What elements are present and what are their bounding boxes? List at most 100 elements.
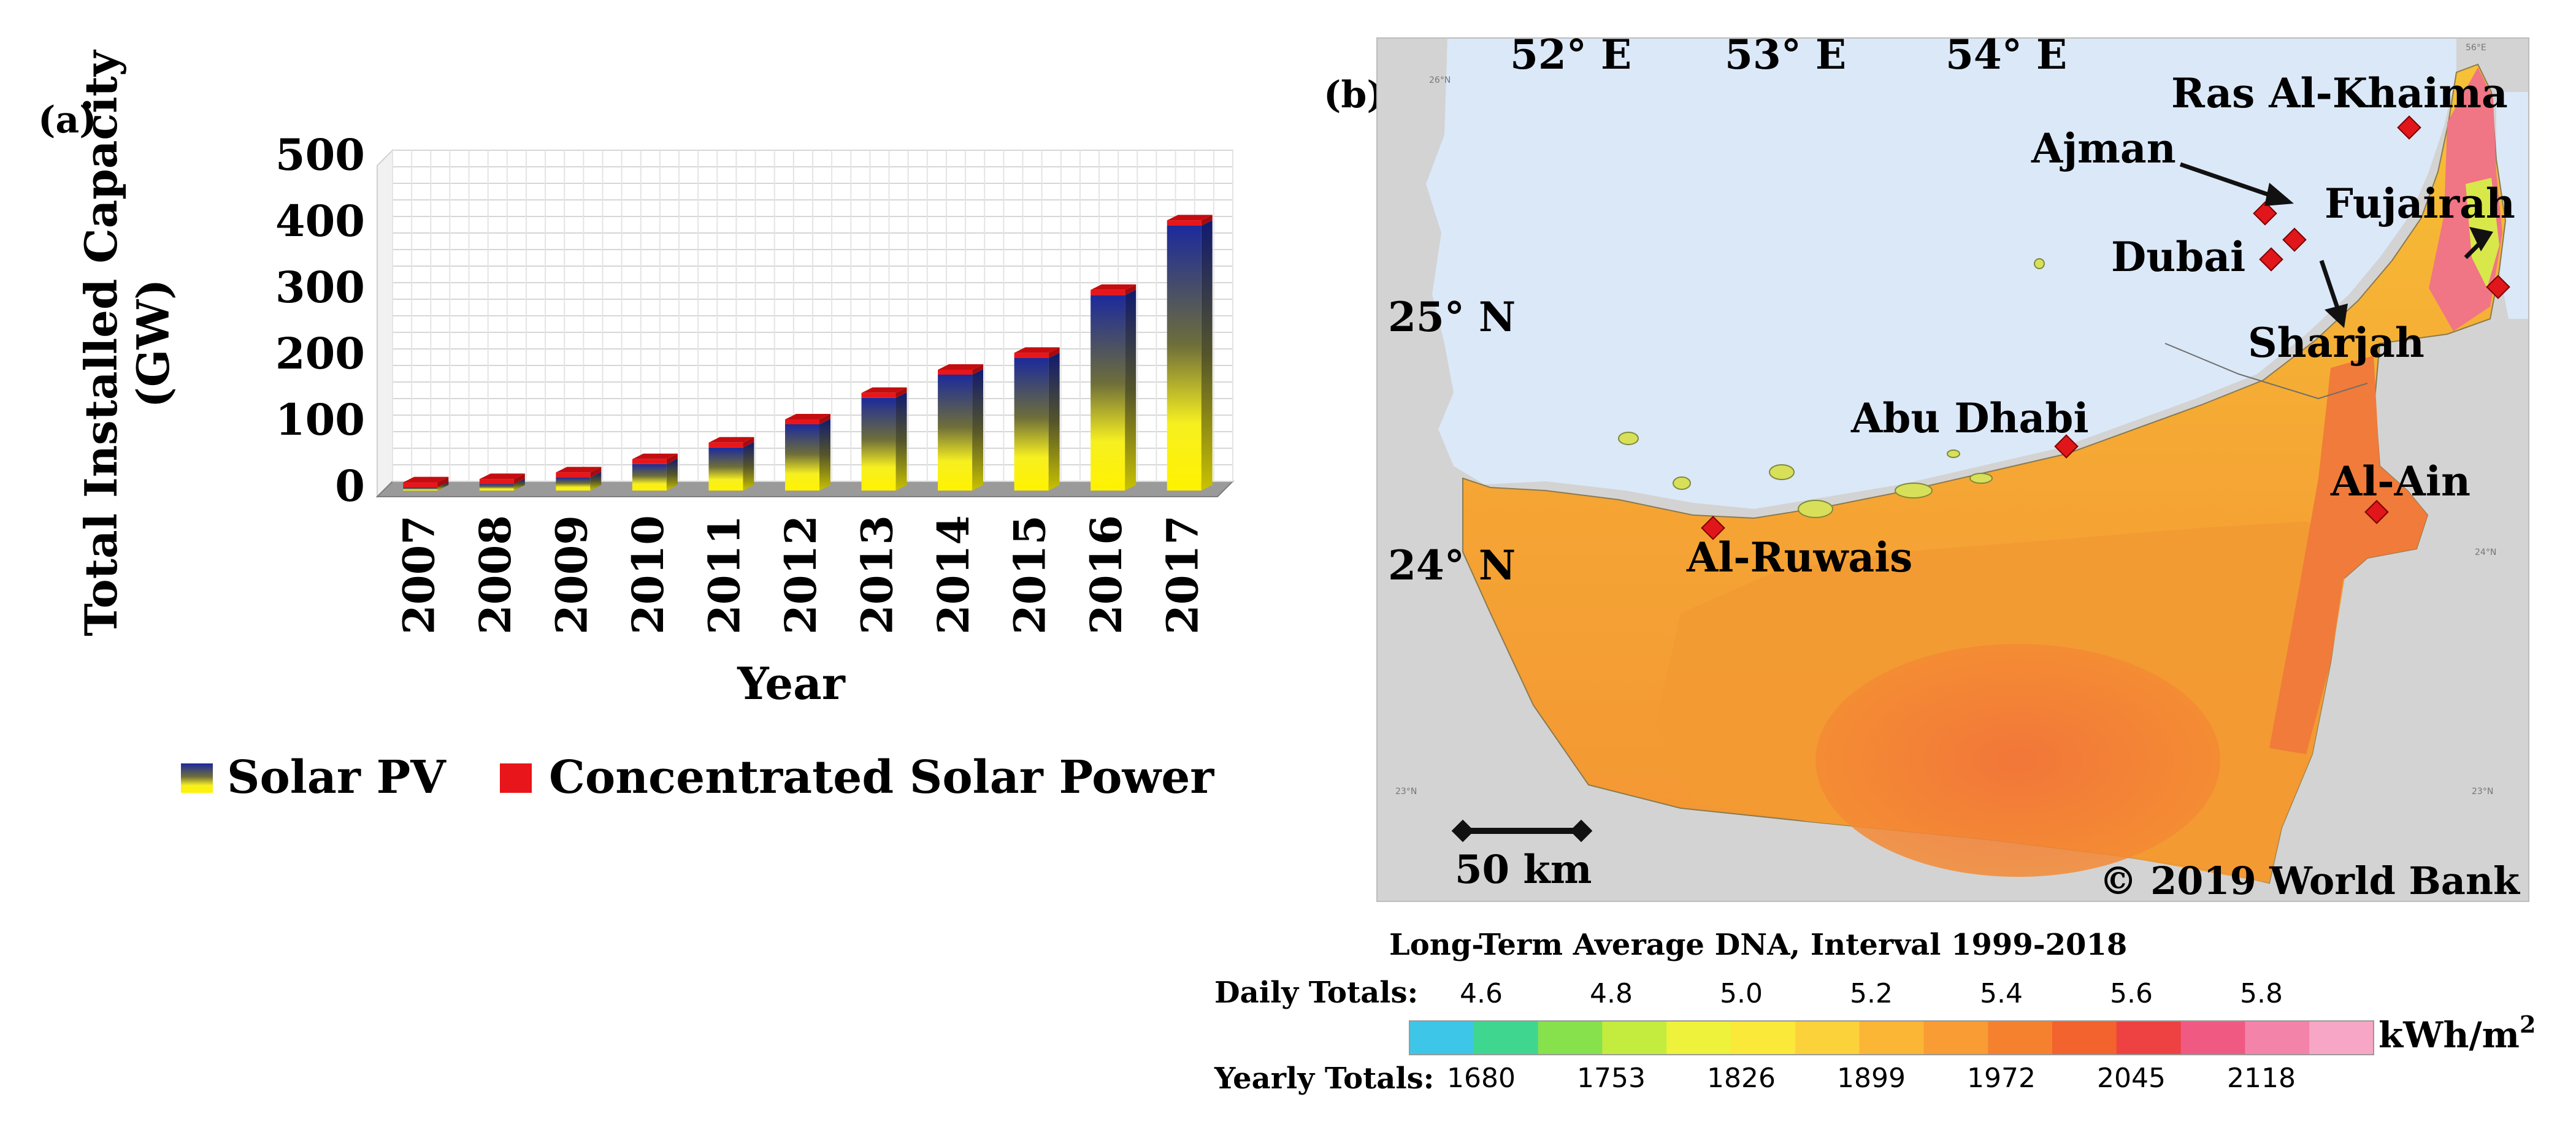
marker-al-ruwais (1701, 516, 1725, 540)
colorbar-cell (1859, 1021, 1925, 1055)
bar-solar-pv (632, 464, 667, 491)
colorbar-daily-tick: 5.8 (2240, 978, 2283, 1009)
bar-solar-pv-side (513, 478, 525, 491)
dna-map: 26°N 24°N 23°N 23°N 56°E 52° E 53° E 54°… (1376, 31, 2529, 903)
bar-csp (861, 392, 896, 398)
colorbar-cell (2245, 1021, 2310, 1055)
y-tick-label: 300 (275, 262, 365, 313)
y-tick-label: 500 (275, 129, 365, 180)
bar-solar-pv (556, 477, 591, 491)
marker-al-ain (2364, 500, 2389, 524)
uae-hot-zone (1815, 644, 2220, 877)
x-tick-label: 2012 (775, 515, 826, 635)
bar-solar-pv (1014, 358, 1049, 491)
bar-csp (403, 482, 438, 487)
bar-csp-side (590, 467, 602, 478)
bar-chart-3d: 0 100 200 300 400 500 2007 2008 2009 2010 2011 201… (275, 129, 1235, 635)
city-label-fujairah: Fujairah (2325, 180, 2515, 227)
marker-dubai (2259, 247, 2283, 272)
bar-csp-side (743, 437, 754, 448)
bar-csp-side (1201, 215, 1213, 226)
colorbar-cell (1538, 1021, 1603, 1055)
bar-csp-top (708, 437, 754, 443)
bar-csp-top (1091, 284, 1137, 290)
colorbar-cell (1666, 1021, 1731, 1055)
arrow-heads (2264, 183, 2493, 328)
colorbar-yearly-tick: 1680 (1447, 1063, 1516, 1094)
y-tick-label: 100 (275, 394, 365, 445)
bar-solar-pv-side (590, 472, 602, 491)
colorbar-yearly-tick: 1826 (1707, 1063, 1776, 1094)
x-tick-label: 2013 (852, 515, 903, 635)
colorbar-daily-tick: 5.6 (2110, 978, 2153, 1009)
chart-bars (403, 215, 1213, 491)
x-tick-label: 2010 (623, 515, 673, 635)
city-label-abu-dhabi: Abu Dhabi (1850, 394, 2089, 442)
bar-solar-pv (861, 397, 896, 491)
legend-label-csp: Concentrated Solar Power (549, 751, 1214, 804)
city-label-ajman: Ajman (2031, 124, 2176, 172)
bar-solar-pv-side (819, 419, 830, 491)
x-tick-label: 2016 (1081, 515, 1132, 635)
bar-csp-side (666, 453, 678, 464)
city-label-al-ain: Al-Ain (2330, 457, 2471, 505)
marker-sharjah (2282, 227, 2307, 252)
bar-solar-pv (403, 487, 438, 491)
colorbar-cell (2180, 1021, 2246, 1055)
marker-ajman (2253, 201, 2277, 226)
colorbar-cell (1731, 1021, 1796, 1055)
bar-csp-side (895, 387, 907, 398)
longitude-label-54: 54° E (1945, 31, 2067, 78)
bar-csp-top (403, 476, 449, 483)
colorbar-cell (1923, 1021, 1989, 1055)
colorbar-yearly-tick: 1899 (1837, 1063, 1906, 1094)
bar-csp (785, 419, 819, 424)
bar-csp (708, 442, 743, 448)
bar-csp-top (1167, 215, 1213, 221)
colorbar-cell (1602, 1021, 1668, 1055)
colorbar-daily-ticks: 4.6 4.8 5.0 5.2 5.4 5.6 5.8 (1460, 978, 2283, 1009)
bar-csp-top (632, 453, 678, 459)
bar-solar-pv-side (1125, 289, 1137, 491)
x-axis-title: Year (737, 657, 846, 709)
legend-swatch-solar-pv (181, 763, 213, 793)
bar-csp (938, 370, 973, 375)
colorbar-yearly-label: Yearly Totals: (1214, 1061, 1434, 1096)
bar-solar-pv-side (743, 441, 754, 491)
city-label-dubai: Dubai (2111, 233, 2245, 281)
bar-solar-pv (938, 375, 973, 491)
x-tick-label: 2017 (1157, 515, 1208, 635)
marker-ras-al-khaima (2397, 115, 2421, 140)
colorbar-yearly-ticks: 1680 1753 1826 1899 1972 2045 2118 (1447, 1063, 2296, 1094)
bar-csp (1091, 289, 1125, 296)
colorbar-yearly-tick: 2118 (2227, 1063, 2296, 1094)
bar-solar-pv-side (437, 481, 449, 491)
bar-solar-pv (1167, 226, 1202, 491)
y-tick-label: 0 (335, 460, 365, 511)
colorbar-yearly-tick: 1972 (1967, 1063, 2036, 1094)
colorbar-daily-label: Daily Totals: (1214, 976, 1418, 1010)
colorbar-cell (1795, 1021, 1860, 1055)
chart-left-wall (377, 148, 393, 499)
y-tick-label: 400 (275, 196, 365, 246)
bar-solar-pv-side (666, 458, 678, 491)
y-axis-title-line1: Total Installed Capacity (75, 49, 127, 636)
bar-csp-side (1125, 284, 1137, 296)
bar-solar-pv (479, 484, 514, 491)
bar-csp (1167, 220, 1202, 226)
bar-csp-top (861, 387, 907, 393)
bar-csp-side (819, 414, 830, 424)
x-tick-label: 2014 (928, 515, 979, 635)
city-label-ras-al-khaima: Ras Al-Khaima (2171, 69, 2508, 117)
bar-solar-pv (785, 424, 819, 491)
longitude-label-52: 52° E (1510, 31, 1631, 78)
colorbar-cell (2309, 1021, 2374, 1055)
bar-csp-top (556, 467, 602, 473)
bar-csp-side (513, 473, 525, 484)
latitude-label-25: 25° N (1388, 293, 1516, 341)
colorbar-daily-tick: 5.2 (1850, 978, 1893, 1009)
panel-b-label: (b) (1324, 74, 1384, 117)
map-sea (1426, 38, 2456, 509)
